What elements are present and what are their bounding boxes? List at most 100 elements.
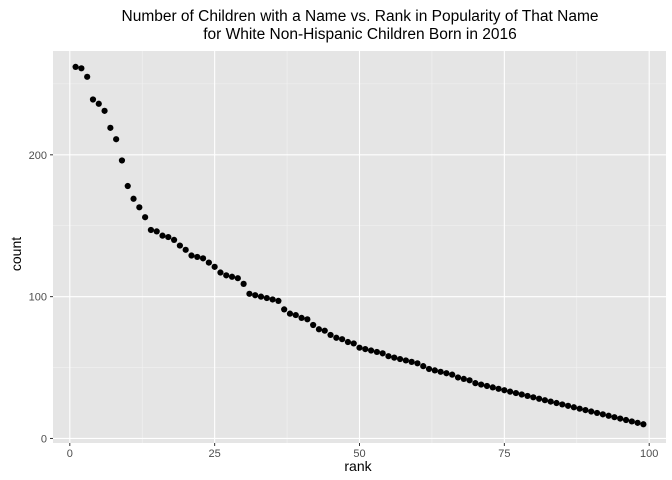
data-points (72, 63, 647, 428)
data-point (281, 306, 288, 313)
data-point (507, 388, 514, 395)
data-point (240, 280, 247, 287)
data-point (292, 311, 299, 319)
data-point (182, 246, 189, 253)
data-point (362, 346, 369, 353)
data-point (501, 387, 508, 394)
data-point (582, 406, 589, 414)
data-point (142, 214, 149, 221)
data-point (118, 157, 126, 164)
data-point (153, 228, 160, 235)
data-point (536, 395, 543, 402)
data-point (333, 334, 340, 341)
data-point (234, 275, 241, 282)
data-point (194, 253, 201, 261)
data-point (408, 358, 415, 365)
data-point (350, 340, 357, 347)
data-point (483, 382, 491, 390)
data-point (217, 269, 224, 276)
data-point (466, 377, 473, 384)
chart-title-line2: for White Non-Hispanic Children Born in … (203, 26, 517, 43)
data-point (228, 273, 236, 280)
data-point (495, 385, 502, 392)
data-point (367, 347, 375, 354)
data-point (188, 252, 195, 259)
chart-title-line1: Number of Children with a Name vs. Rank … (122, 8, 599, 25)
data-point (541, 397, 549, 404)
data-point (489, 384, 496, 391)
y-tick-label: 0 (41, 433, 47, 445)
data-point (246, 290, 253, 297)
data-point (576, 405, 583, 412)
x-axis-title: rank (344, 458, 372, 474)
data-point (304, 316, 311, 323)
data-point (298, 314, 305, 322)
data-point (588, 408, 595, 415)
data-point (223, 272, 230, 279)
data-point (611, 414, 618, 421)
data-point (443, 370, 450, 377)
data-point (512, 389, 520, 397)
data-point (449, 371, 456, 378)
data-point (339, 336, 346, 343)
data-point (460, 375, 467, 382)
data-point (402, 357, 409, 364)
data-point (593, 409, 601, 417)
data-point (622, 416, 630, 424)
data-point (84, 73, 91, 80)
data-point (518, 391, 525, 398)
data-point (634, 419, 641, 426)
data-point (275, 297, 282, 304)
axis-ticks (50, 154, 650, 446)
x-tick-label: 25 (209, 448, 221, 460)
x-tick-label: 50 (353, 448, 365, 460)
data-point (159, 232, 166, 239)
data-point (524, 392, 531, 400)
data-point (478, 381, 485, 388)
data-point (454, 374, 462, 381)
data-point (286, 310, 294, 317)
data-point (170, 236, 178, 244)
data-point (321, 327, 328, 334)
data-point (176, 242, 183, 249)
data-point (628, 418, 635, 425)
data-point (530, 394, 537, 401)
data-point (315, 326, 323, 333)
data-point (396, 355, 404, 363)
data-point (640, 421, 647, 428)
data-point (165, 233, 172, 241)
data-point (101, 107, 108, 114)
data-point (344, 338, 352, 346)
data-point (257, 293, 265, 300)
data-point (124, 182, 131, 190)
data-point (559, 401, 566, 408)
major-gridlines (53, 51, 666, 443)
data-point (269, 296, 276, 303)
data-point (391, 354, 398, 361)
data-point (263, 294, 270, 302)
data-point (130, 195, 137, 202)
data-point (385, 353, 392, 360)
data-point (437, 368, 444, 375)
data-point (211, 263, 218, 270)
data-point (420, 363, 427, 370)
data-point (107, 124, 114, 131)
data-point (431, 367, 438, 374)
y-tick-label: 100 (29, 292, 47, 304)
data-point (72, 63, 79, 70)
data-point (553, 399, 560, 407)
data-point (472, 380, 479, 387)
data-point (425, 365, 433, 373)
data-point (564, 402, 572, 409)
data-point (310, 321, 317, 329)
axis-tick-labels: 0 25 50 75 100 0 100 200 (29, 150, 659, 460)
x-tick-label: 75 (498, 448, 510, 460)
y-tick-label: 200 (29, 150, 47, 162)
data-point (252, 292, 259, 299)
data-point (205, 259, 212, 266)
data-point (78, 65, 85, 72)
data-point (605, 412, 612, 419)
data-point (89, 96, 97, 103)
x-tick-label: 0 (67, 448, 73, 460)
